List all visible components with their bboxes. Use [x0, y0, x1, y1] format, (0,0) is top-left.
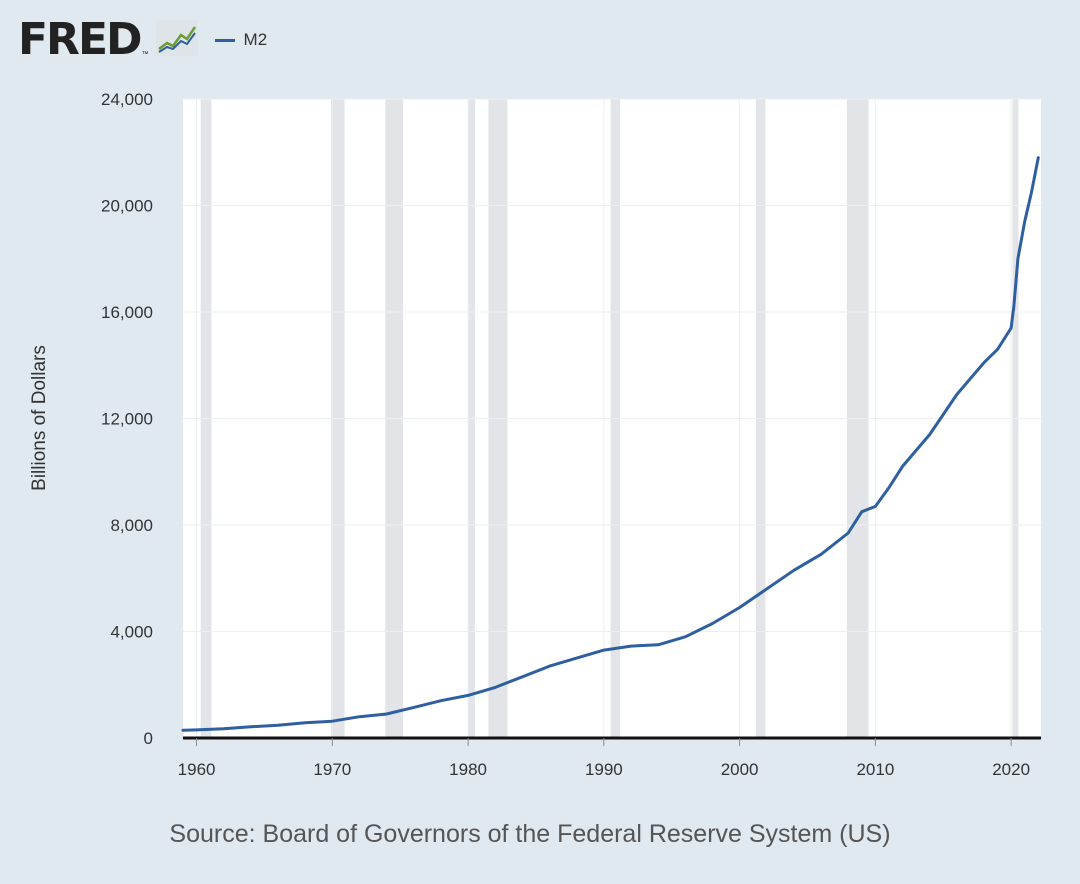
x-tick-label: 2010 — [856, 760, 894, 779]
y-tick-label: 8,000 — [110, 516, 153, 535]
series-line-m2 — [181, 156, 1040, 732]
legend-label-m2: M2 — [243, 30, 268, 49]
series-layer — [181, 156, 1040, 732]
x-tick-label: 1980 — [449, 760, 487, 779]
y-tick-label: 24,000 — [101, 90, 153, 109]
y-tick-label: 20,000 — [101, 197, 153, 216]
axes: 0 4,000 8,000 12,000 16,000 20,000 24,000 1960 1… — [101, 90, 1041, 779]
gridlines — [183, 98, 1041, 738]
x-tick-label: 1960 — [178, 760, 216, 779]
x-tick-label: 1970 — [313, 760, 351, 779]
y-tick-label: 4,000 — [110, 623, 153, 642]
legend-swatch-m2 — [214, 38, 235, 42]
x-tick-label: 2020 — [992, 760, 1030, 779]
trend-chart-icon — [155, 19, 199, 62]
x-tick-label: 1990 — [585, 760, 623, 779]
x-tick-label: 2000 — [721, 760, 759, 779]
fred-logo-trademark: ™ — [141, 51, 149, 58]
y-tick-label: 12,000 — [101, 410, 153, 429]
y-axis-title: Billions of Dollars — [29, 345, 50, 491]
source-note: Source: Board of Governors of the Federa… — [169, 820, 891, 848]
fred-logo[interactable]: FRED — [18, 14, 143, 65]
chart-header: FRED ™ M2 — [18, 14, 267, 66]
chart-legend: M2 — [214, 30, 268, 50]
y-tick-label: 0 — [144, 729, 153, 748]
y-tick-label: 16,000 — [101, 303, 153, 322]
